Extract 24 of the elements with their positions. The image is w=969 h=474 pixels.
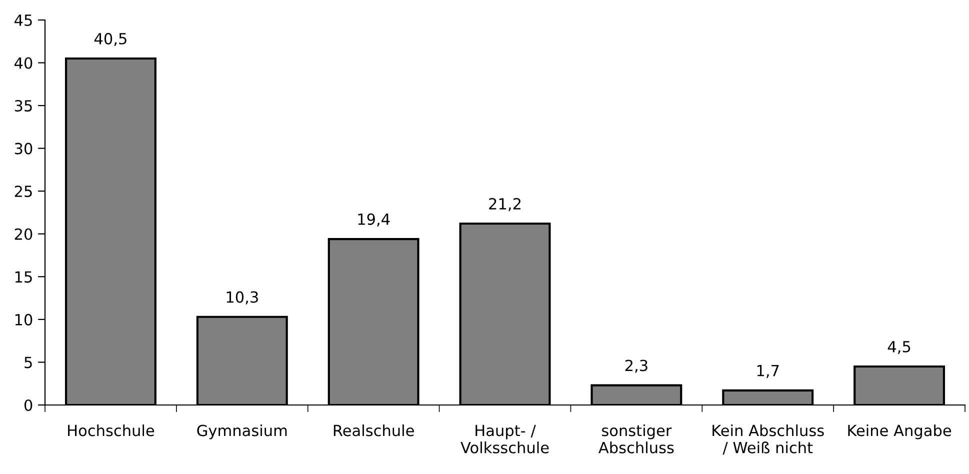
data-label: 10,3 bbox=[226, 291, 258, 304]
y-tick-label: 10 bbox=[15, 314, 32, 326]
y-tick-label: 20 bbox=[14, 228, 32, 240]
x-tick-label: Realschule bbox=[334, 424, 414, 436]
x-tick-label: Gymnasium bbox=[197, 424, 287, 440]
y-tick-label: 0 bbox=[24, 399, 32, 412]
y-tick-label: 30 bbox=[14, 142, 32, 154]
y-tick-label: 45 bbox=[14, 14, 32, 26]
data-label: 2,3 bbox=[625, 360, 648, 373]
y-tick-label: 40 bbox=[14, 57, 32, 69]
x-tick-label: Kein Abschluss / Weiß nicht bbox=[712, 424, 824, 455]
data-label: 40,5 bbox=[94, 32, 126, 46]
x-tick-label: Keine Angabe bbox=[848, 424, 952, 440]
data-label: 19,4 bbox=[358, 213, 390, 227]
y-tick-label: 25 bbox=[14, 186, 32, 198]
data-label: 1,7 bbox=[757, 365, 779, 378]
x-tick-label: sonstiger Abschluss bbox=[598, 424, 674, 454]
data-label: 21,2 bbox=[489, 198, 520, 212]
y-tick-label: 15 bbox=[15, 271, 32, 283]
data-label: 4,5 bbox=[888, 341, 910, 354]
x-tick-label: Hochschule bbox=[68, 424, 154, 436]
y-tick-label: 5 bbox=[24, 356, 32, 368]
y-tick-label: 35 bbox=[14, 100, 32, 112]
x-tick-label: Haupt- / Volksschule bbox=[460, 424, 549, 454]
